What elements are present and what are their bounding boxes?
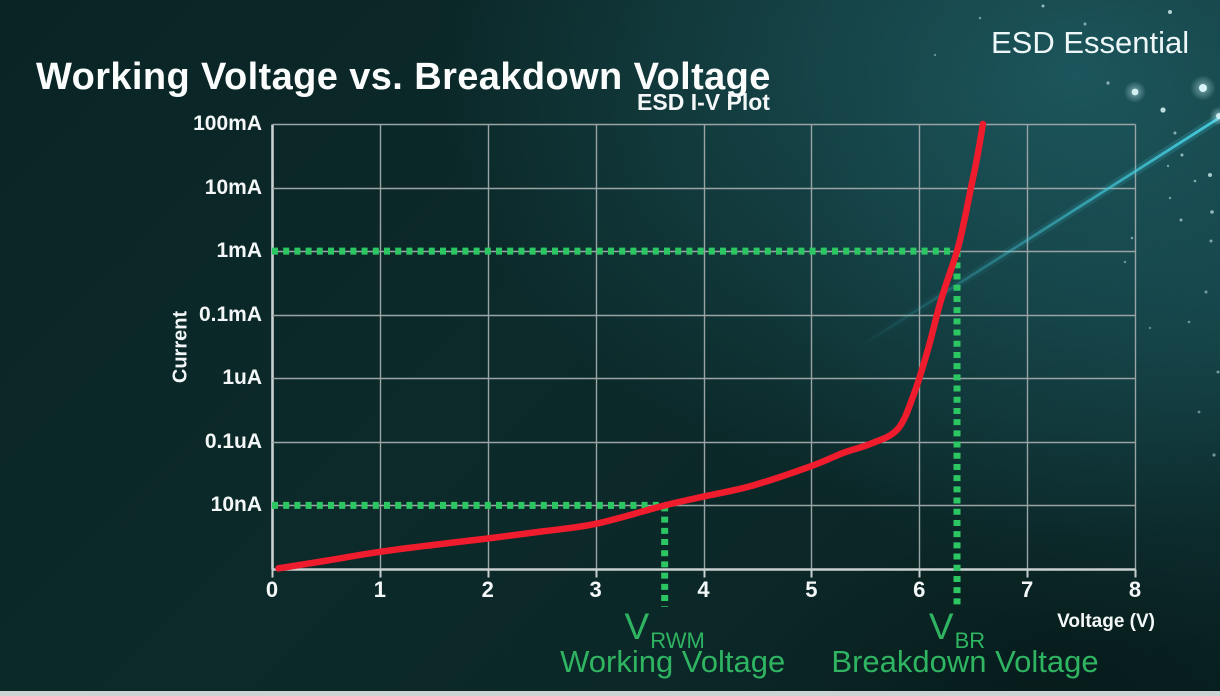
- star-dot: [1160, 107, 1166, 113]
- x-tick-label: 7: [1021, 577, 1034, 602]
- x-tick-label: 1: [373, 577, 386, 602]
- star-dot: [1083, 22, 1087, 26]
- star-dot: [1131, 88, 1139, 96]
- star-dot: [1180, 153, 1184, 157]
- vbr-annotation-label: VBR: [928, 606, 985, 653]
- star-dot: [1193, 179, 1197, 183]
- brand-text: ESD Essential: [991, 25, 1190, 60]
- star-dot: [1208, 173, 1212, 177]
- star-dot: [1216, 370, 1220, 374]
- x-tick-label: 4: [697, 577, 710, 602]
- star-dot: [1130, 236, 1134, 240]
- vrwm-subscript: RWM: [650, 628, 705, 653]
- star-dot: [1204, 290, 1208, 294]
- star-dot: [1197, 410, 1201, 414]
- y-tick-label: 100mA: [193, 112, 262, 135]
- star-dot: [1209, 239, 1213, 243]
- slide-title: Working Voltage vs. Breakdown Voltage: [36, 56, 771, 99]
- x-tick-label: 3: [589, 577, 602, 602]
- guide-lines: [272, 247, 961, 607]
- star-dot: [933, 53, 937, 57]
- vbr-caption: Breakdown Voltage: [831, 644, 1099, 679]
- vrwm-annotation-label: VRWM: [624, 606, 705, 653]
- background-stars: [933, 4, 1220, 457]
- star-dot: [1168, 10, 1172, 14]
- star-dot: [1216, 113, 1220, 119]
- bottom-edge-strip: [0, 691, 1220, 696]
- star-dot: [1106, 81, 1110, 85]
- vbr-symbol: V: [928, 606, 954, 647]
- plot-grid: [271, 123, 1137, 578]
- vrwm-caption: Working Voltage: [560, 644, 786, 679]
- y-tick-label: 10nA: [210, 493, 262, 517]
- star-dot: [1123, 260, 1127, 264]
- star-dot: [1166, 164, 1170, 168]
- iv-curve-series: [275, 120, 987, 572]
- y-tick-label: 10mA: [204, 175, 262, 199]
- star-dot: [978, 16, 982, 20]
- y-tick-label: 0.1uA: [204, 429, 262, 453]
- background-swoosh: [854, 115, 1220, 351]
- x-tick-label: 2: [481, 577, 494, 602]
- x-tick-label: 8: [1128, 577, 1142, 602]
- star-dot: [1199, 84, 1207, 92]
- star-dot: [1168, 196, 1172, 200]
- y-tick-label: 0.1mA: [198, 302, 262, 326]
- star-dot: [1173, 131, 1177, 135]
- star-dot: [1179, 218, 1183, 222]
- iv-curve: [275, 120, 987, 572]
- y-tick-label: 1uA: [222, 366, 262, 390]
- y-tick-label: 1mA: [216, 239, 262, 263]
- star-dot: [1187, 320, 1191, 324]
- star-dot: [1212, 453, 1216, 457]
- x-tick-label: 0: [265, 577, 279, 602]
- x-tick-label: 5: [805, 577, 818, 602]
- vbr-subscript: BR: [954, 628, 986, 653]
- x-axis-title: Voltage (V): [1057, 611, 1155, 632]
- vrwm-symbol: V: [624, 606, 650, 647]
- chart-title: ESD I-V Plot: [637, 89, 770, 115]
- star-dot: [1148, 326, 1152, 330]
- star-glow: [1209, 106, 1220, 126]
- star-dot: [1210, 210, 1214, 214]
- x-tick-label: 6: [913, 577, 926, 602]
- star-dot: [1041, 4, 1045, 8]
